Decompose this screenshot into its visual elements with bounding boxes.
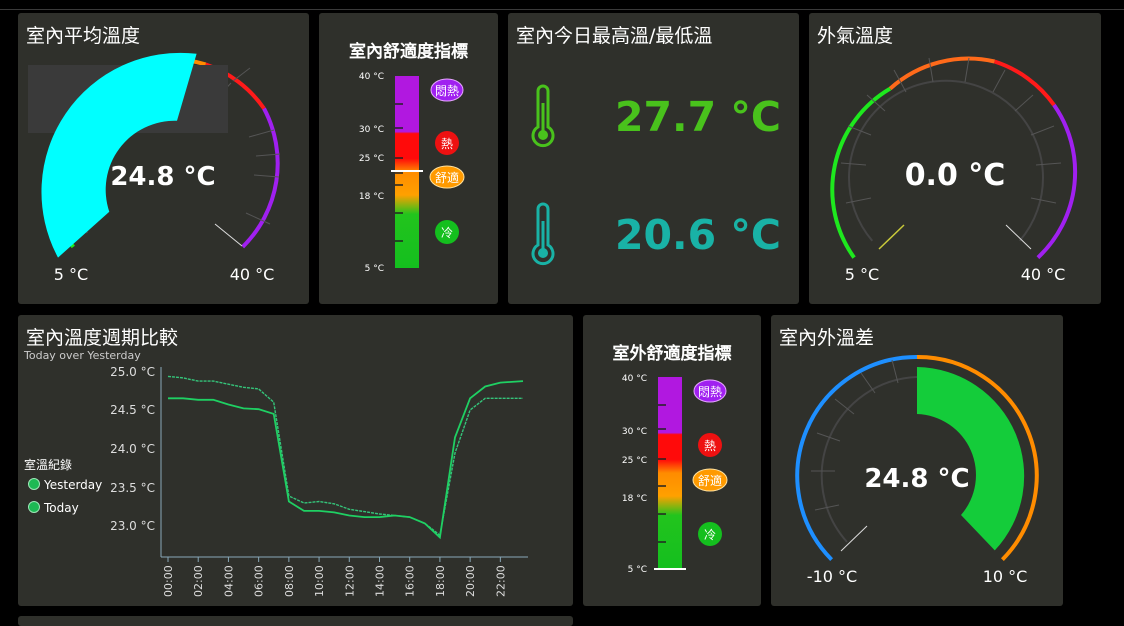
- x-tick-label: 18:00: [434, 565, 447, 597]
- legend-dot-icon: [28, 501, 40, 513]
- badge-muggy: 悶熱: [435, 84, 459, 98]
- card-title: 室內今日最高溫/最低溫: [516, 25, 713, 47]
- tick-label: 18 °C: [622, 494, 647, 504]
- card-title: 室內溫度週期比較: [26, 327, 179, 349]
- diff-card: 室內外溫差 24.8 °C -10 °C 10 °C: [771, 315, 1063, 606]
- card-title: 室外舒適度指標: [612, 344, 732, 364]
- tick-label: 18 °C: [359, 192, 384, 202]
- weekly-card: 室內溫度週期比較 Today over Yesterday 室溫紀錄 Yeste…: [18, 315, 573, 606]
- x-tick-label: 04:00: [222, 565, 235, 597]
- outdoor-comfort-card: 室外舒適度指標 40 °C 30 °C 25 °C 18 °C 5 °C 悶熱 …: [583, 315, 761, 606]
- badge-comfort: 舒適: [698, 473, 722, 488]
- x-tick-label: 02:00: [192, 565, 205, 597]
- tick-label: 30 °C: [622, 427, 647, 437]
- gauge-value: 0.0 °C: [905, 158, 1006, 193]
- gauge-min: 5 °C: [845, 265, 879, 284]
- chart-subtitle: Today over Yesterday: [24, 349, 141, 362]
- outdoor-gauge: 0.0 °C 5 °C 40 °C: [830, 56, 1078, 284]
- gauge-value: 24.8 °C: [864, 464, 969, 494]
- badge-cold: 冷: [704, 528, 716, 542]
- y-tick-label: 23.0 °C: [110, 519, 155, 533]
- badge-hot: 熱: [441, 137, 453, 151]
- thermometer-low-icon: [531, 202, 555, 266]
- tick-label: 5 °C: [365, 264, 384, 274]
- x-tick-label: 08:00: [283, 565, 296, 597]
- next-card: [18, 616, 573, 626]
- gauge-max: 10 °C: [983, 567, 1028, 586]
- comfort-scale: 40 °C 30 °C 25 °C 18 °C 5 °C 悶熱 熱 舒適 冷: [622, 374, 728, 575]
- tick-label: 25 °C: [359, 154, 384, 164]
- y-tick-label: 24.0 °C: [110, 442, 155, 456]
- x-tick-label: 14:00: [373, 565, 386, 597]
- x-tick-label: 10:00: [313, 565, 326, 597]
- indoor-avg-card: 室內平均溫度 24.8 °C 5 °C 40 °C: [18, 13, 309, 304]
- legend-dot-icon: [28, 478, 40, 490]
- gauge-max: 40 °C: [230, 265, 275, 284]
- badge-comfort: 舒適: [435, 170, 459, 185]
- tick-label: 40 °C: [622, 374, 647, 384]
- badge-hot: 熱: [704, 439, 716, 453]
- x-tick-label: 16:00: [404, 565, 417, 597]
- gauge-value: 24.8 °C: [110, 162, 215, 192]
- x-tick-label: 20:00: [464, 565, 477, 597]
- top-bar: [0, 0, 1124, 9]
- indoor-comfort-card: 室內舒適度指標 40 °C 30 °C 25 °C 18 °C 5 °C 悶熱 …: [319, 13, 498, 304]
- tick-label: 25 °C: [622, 456, 647, 466]
- top-divider: [0, 9, 1124, 10]
- card-title: 室內舒適度指標: [349, 42, 468, 62]
- tick-label: 40 °C: [359, 72, 384, 82]
- badge-cold: 冷: [441, 226, 453, 240]
- high-temp: 27.7 °C: [614, 93, 781, 141]
- line-chart: 25.0 °C 24.5 °C 24.0 °C 23.5 °C 23.0 °C …: [110, 365, 528, 597]
- x-tick-label: 22:00: [494, 565, 507, 597]
- series-line-today: [168, 380, 524, 540]
- x-tick-label: 00:00: [162, 565, 175, 597]
- tick-label: 30 °C: [359, 125, 384, 135]
- badge-muggy: 悶熱: [698, 385, 722, 399]
- gauge-min: -10 °C: [807, 567, 857, 586]
- x-tick-label: 06:00: [253, 565, 266, 597]
- card-title: 室內平均溫度: [26, 25, 141, 47]
- outdoor-card: 外氣溫度 0.0 °C 5 °C 40 °C: [809, 13, 1101, 304]
- legend-yesterday[interactable]: Yesterday: [28, 478, 102, 492]
- x-tick-label: 12:00: [343, 565, 356, 597]
- hilo-card: 室內今日最高溫/最低溫 27.7 °C 20.6 °C: [508, 13, 799, 304]
- low-temp: 20.6 °C: [614, 211, 781, 259]
- legend-title: 室溫紀錄: [24, 458, 73, 472]
- gauge-max: 40 °C: [1021, 265, 1066, 284]
- y-tick-label: 24.5 °C: [110, 403, 155, 417]
- tick-label: 5 °C: [628, 565, 647, 575]
- thermometer-high-icon: [531, 84, 555, 148]
- comfort-scale: 40 °C 30 °C 25 °C 18 °C 5 °C 悶熱 熱 舒適 冷: [359, 72, 465, 274]
- card-title: 室內外溫差: [779, 327, 875, 349]
- series-line-yesterday: [167, 375, 523, 537]
- diff-gauge: 24.8 °C -10 °C 10 °C: [795, 354, 1039, 586]
- indoor-avg-gauge: 24.8 °C 5 °C 40 °C: [28, 52, 281, 284]
- y-tick-label: 23.5 °C: [110, 481, 155, 495]
- y-tick-label: 25.0 °C: [110, 365, 155, 379]
- gauge-min: 5 °C: [54, 265, 88, 284]
- card-title: 外氣溫度: [817, 25, 894, 47]
- legend-today[interactable]: Today: [28, 501, 79, 515]
